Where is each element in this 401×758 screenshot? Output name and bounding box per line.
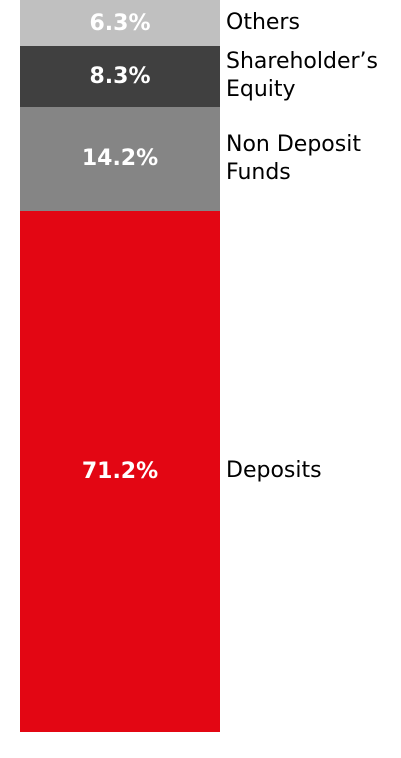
- bar-segment: 71.2%: [20, 210, 220, 732]
- legend-label: Deposits: [226, 458, 322, 484]
- data-label: 71.2%: [81, 458, 159, 484]
- legend-label: Non Deposit Funds: [226, 131, 361, 185]
- legend-label: Others: [226, 10, 300, 36]
- bar-segment: 14.2%: [20, 106, 220, 211]
- data-label: 14.2%: [81, 146, 159, 172]
- data-label: 6.3%: [89, 10, 151, 36]
- bar-segment: 8.3%: [20, 46, 220, 107]
- data-label: 8.3%: [89, 63, 151, 89]
- legend-label: Shareholder’s Equity: [226, 49, 379, 103]
- bar-segment: 6.3%: [20, 0, 220, 47]
